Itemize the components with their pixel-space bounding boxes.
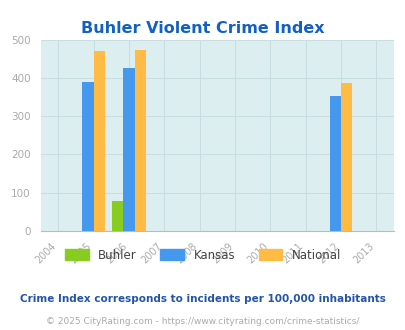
Bar (112, 201, 123, 231)
Legend: Buhler, Kansas, National: Buhler, Kansas, National (60, 244, 345, 266)
Bar (123, 68, 134, 231)
Bar (93, 51, 104, 231)
Bar (82, 82, 93, 231)
Bar (329, 96, 340, 231)
Bar (134, 50, 145, 231)
Bar (340, 83, 351, 231)
Text: © 2025 CityRating.com - https://www.cityrating.com/crime-statistics/: © 2025 CityRating.com - https://www.city… (46, 317, 359, 326)
Text: Buhler Violent Crime Index: Buhler Violent Crime Index (81, 21, 324, 36)
Text: Crime Index corresponds to incidents per 100,000 inhabitants: Crime Index corresponds to incidents per… (20, 294, 385, 304)
